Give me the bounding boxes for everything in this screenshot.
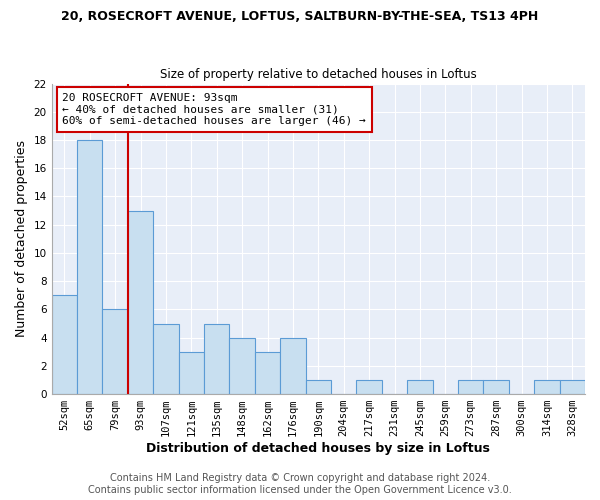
Bar — [280, 338, 305, 394]
Bar — [77, 140, 103, 394]
Bar — [204, 324, 229, 394]
Bar — [52, 296, 77, 394]
Bar — [407, 380, 433, 394]
Bar — [560, 380, 585, 394]
Bar — [534, 380, 560, 394]
Bar — [484, 380, 509, 394]
Bar — [229, 338, 255, 394]
Text: Contains HM Land Registry data © Crown copyright and database right 2024.
Contai: Contains HM Land Registry data © Crown c… — [88, 474, 512, 495]
Text: 20, ROSECROFT AVENUE, LOFTUS, SALTBURN-BY-THE-SEA, TS13 4PH: 20, ROSECROFT AVENUE, LOFTUS, SALTBURN-B… — [61, 10, 539, 23]
Bar — [128, 210, 153, 394]
X-axis label: Distribution of detached houses by size in Loftus: Distribution of detached houses by size … — [146, 442, 490, 455]
Bar — [458, 380, 484, 394]
Bar — [305, 380, 331, 394]
Title: Size of property relative to detached houses in Loftus: Size of property relative to detached ho… — [160, 68, 477, 81]
Bar — [255, 352, 280, 394]
Y-axis label: Number of detached properties: Number of detached properties — [15, 140, 28, 338]
Text: 20 ROSECROFT AVENUE: 93sqm
← 40% of detached houses are smaller (31)
60% of semi: 20 ROSECROFT AVENUE: 93sqm ← 40% of deta… — [62, 93, 366, 126]
Bar — [103, 310, 128, 394]
Bar — [153, 324, 179, 394]
Bar — [179, 352, 204, 394]
Bar — [356, 380, 382, 394]
